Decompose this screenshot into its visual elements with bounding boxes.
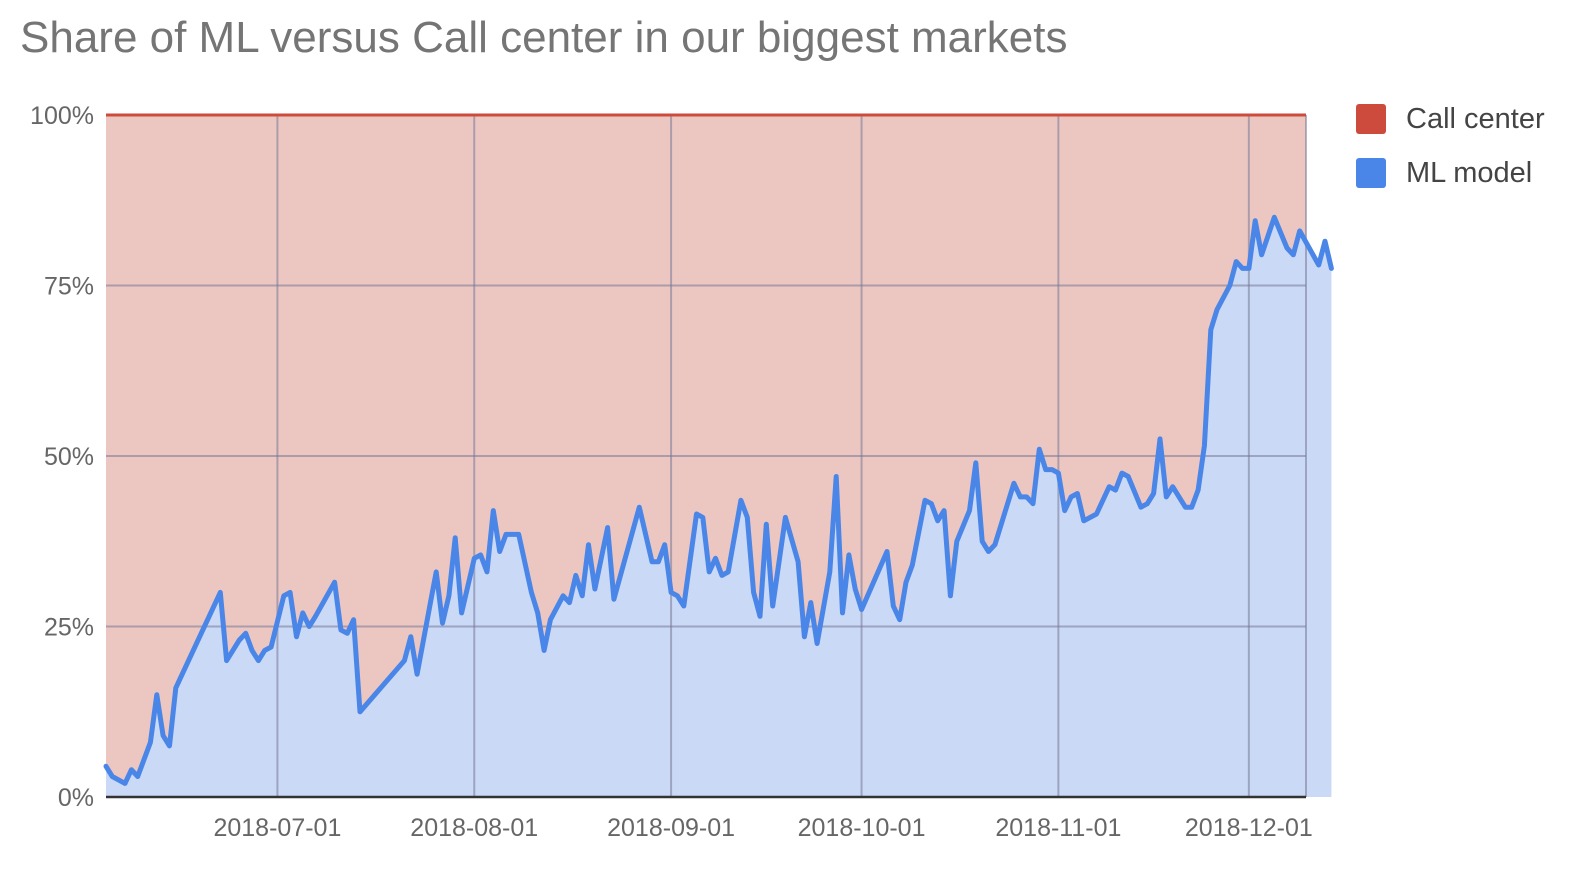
chart-title: Share of ML versus Call center in our bi… <box>20 13 1068 62</box>
x-tick-label: 2018-08-01 <box>410 814 538 842</box>
y-tick-label: 0% <box>58 784 94 812</box>
x-tick-label: 2018-09-01 <box>607 814 735 842</box>
legend-item-call-center[interactable]: Call center <box>1356 92 1545 146</box>
legend-item-ml-model[interactable]: ML model <box>1356 146 1545 200</box>
ml-model-line <box>103 214 1334 786</box>
x-tick-label: 2018-07-01 <box>213 814 341 842</box>
legend: Call center ML model <box>1356 92 1545 200</box>
y-tick-label: 75% <box>44 273 94 301</box>
legend-swatch-call-center <box>1356 104 1386 134</box>
y-tick-label: 50% <box>44 443 94 471</box>
x-tick-label: 2018-12-01 <box>1185 814 1313 842</box>
legend-swatch-ml-model <box>1356 158 1386 188</box>
legend-label-ml-model: ML model <box>1406 156 1533 189</box>
x-tick-label: 2018-11-01 <box>995 814 1121 842</box>
x-tick-label: 2018-10-01 <box>798 814 926 842</box>
y-tick-label: 100% <box>30 102 94 130</box>
legend-label-call-center: Call center <box>1406 102 1545 135</box>
y-tick-label: 25% <box>44 614 94 642</box>
